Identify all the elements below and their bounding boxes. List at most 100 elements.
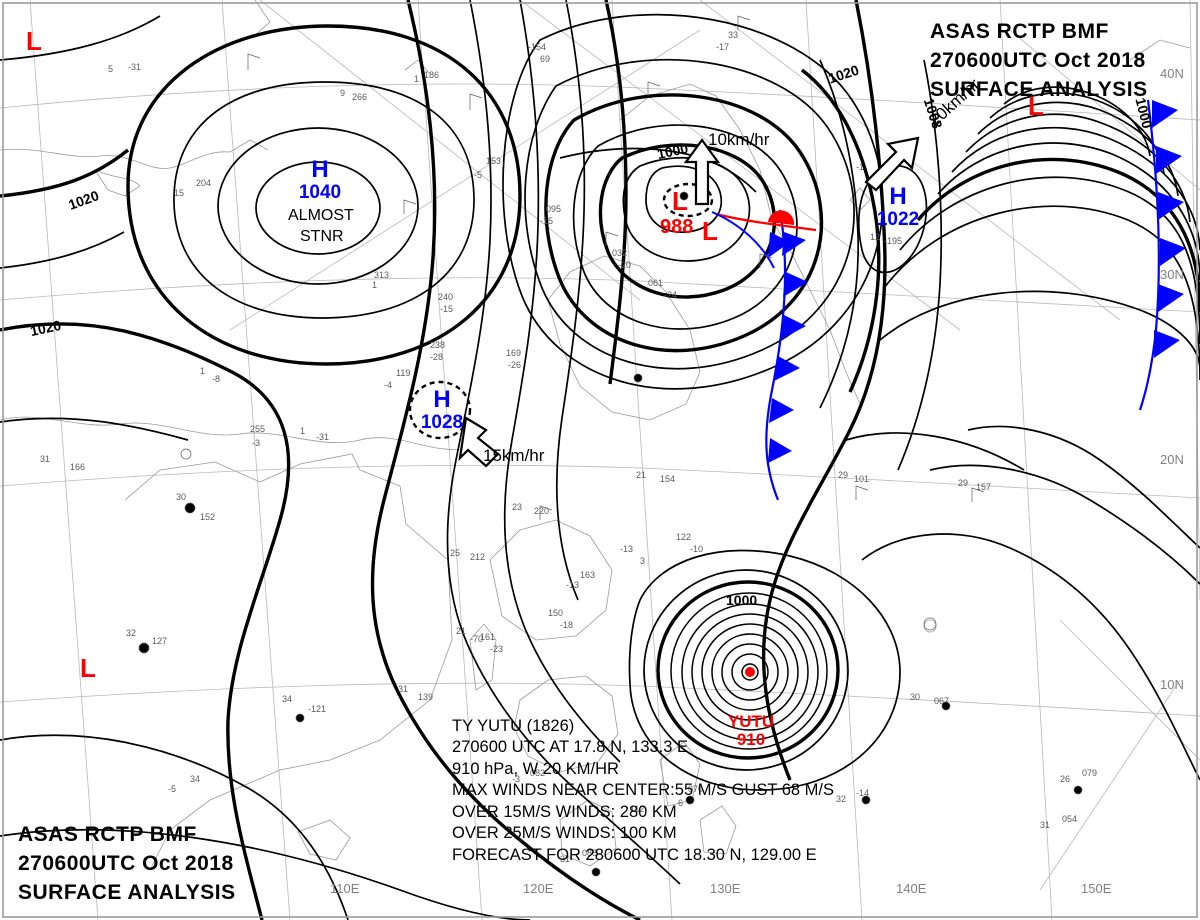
svg-text:-14: -14 [856, 788, 869, 798]
svg-text:1: 1 [414, 74, 419, 84]
svg-text:26: 26 [1060, 774, 1070, 784]
low-secondary-glyph: L [702, 216, 718, 246]
high-1040-glyph: H [311, 156, 329, 183]
high-1040-motion-line1: ALMOST [288, 207, 354, 224]
header-top-line1: ASAS RCTP BMF [930, 20, 1109, 43]
header-bottom-line3: SURFACE ANALYSIS [18, 881, 236, 904]
svg-text:255: 255 [250, 424, 265, 434]
svg-text:153: 153 [486, 156, 501, 166]
header-bottom-line1: ASAS RCTP BMF [18, 823, 197, 846]
svg-text:054: 054 [1062, 814, 1077, 824]
svg-text:5: 5 [108, 64, 113, 74]
svg-text:032: 032 [612, 248, 627, 258]
svg-text:32: 32 [126, 628, 136, 638]
typhoon-info-line-5: OVER 15M/S WINDS: 280 KM [452, 802, 677, 821]
svg-text:34: 34 [190, 774, 200, 784]
motion-arrow-1022 [864, 136, 920, 192]
svg-text:34: 34 [282, 694, 292, 704]
svg-text:29: 29 [838, 470, 848, 480]
motion-arrow-1028 [458, 416, 500, 468]
lon-label-140e: 140E [896, 881, 927, 896]
low-bottomleft-glyph: L [80, 653, 96, 683]
high-1040: H 1040 [290, 156, 350, 203]
svg-text:240: 240 [438, 292, 453, 302]
svg-text:-3: -3 [512, 774, 520, 784]
typhoon-center-pressure: 910 [736, 730, 766, 749]
cold-front-main [765, 209, 808, 501]
lon-label-150e: 150E [1081, 881, 1112, 896]
svg-text:29: 29 [958, 478, 968, 488]
svg-text:154: 154 [660, 474, 675, 484]
high-1040-motion-line2: STNR [300, 228, 344, 245]
svg-text:-10: -10 [690, 544, 703, 554]
svg-text:070: 070 [688, 784, 703, 794]
svg-text:082: 082 [530, 768, 545, 778]
cold-front-east [1138, 99, 1186, 411]
low-988-value: 988 [660, 216, 694, 238]
svg-text:122: 122 [676, 532, 691, 542]
header-bottom-line2: 270600UTC Oct 2018 [18, 852, 234, 875]
svg-text:31: 31 [1040, 820, 1050, 830]
high-1022-glyph: H [889, 183, 907, 210]
svg-text:-154: -154 [528, 42, 546, 52]
header-top-line2: 270600UTC Oct 2018 [930, 49, 1146, 72]
svg-text:1: 1 [300, 426, 305, 436]
svg-text:23: 23 [512, 502, 522, 512]
svg-text:25: 25 [450, 548, 460, 558]
svg-text:-13: -13 [566, 580, 579, 590]
svg-text:32: 32 [836, 794, 846, 804]
typhoon-info-line-4: MAX WINDS NEAR CENTER:55 M/S GUST 68 M/S [452, 781, 835, 800]
svg-text:088: 088 [582, 848, 597, 858]
motion-arrow-low-988 [683, 138, 721, 206]
svg-text:-18: -18 [560, 620, 573, 630]
svg-text:6: 6 [678, 798, 683, 808]
lon-label-110e: 110E [330, 881, 360, 896]
svg-text:21: 21 [636, 470, 646, 480]
high-1022-value: 1022 [876, 209, 920, 230]
svg-text:169: 169 [506, 348, 521, 358]
svg-text:-195: -195 [884, 236, 902, 246]
cold-front-barbs [768, 232, 808, 463]
svg-text:-15: -15 [440, 304, 453, 314]
svg-text:1: 1 [372, 280, 377, 290]
high-1040-value: 1040 [298, 182, 342, 203]
svg-text:-4: -4 [384, 380, 392, 390]
lon-label-130e: 130E [710, 881, 741, 896]
svg-text:266: 266 [352, 92, 367, 102]
typhoon-info-line-2: 270600 UTC AT 17.8 N, 133.3 E [452, 738, 689, 757]
svg-text:-20: -20 [618, 260, 631, 270]
header-top-line3: SURFACE ANALYSIS [930, 78, 1148, 101]
typhoon-center-dot [745, 667, 755, 677]
svg-text:079: 079 [1082, 768, 1097, 778]
low-topleft-glyph: L [26, 26, 42, 56]
typhoon-info-line-1: TY YUTU (1826) [452, 717, 575, 735]
svg-text:212: 212 [470, 552, 485, 562]
svg-text:-70: -70 [470, 634, 483, 644]
svg-text:101: 101 [854, 474, 869, 484]
svg-text:69: 69 [540, 54, 550, 64]
typhoon-info-line-6: OVER 25M/S WINDS: 100 KM [452, 824, 677, 843]
lat-label-20n: 20N [1160, 452, 1184, 467]
svg-text:-5: -5 [474, 170, 482, 180]
high-1028-glyph: H [433, 386, 451, 413]
svg-text:1: 1 [200, 366, 205, 376]
svg-text:12: 12 [870, 232, 880, 242]
high-1028-speed: 15km/hr [483, 446, 545, 465]
coastlines [0, 0, 1191, 871]
svg-text:15: 15 [174, 188, 184, 198]
svg-text:163: 163 [580, 570, 595, 580]
svg-text:33: 33 [728, 30, 738, 40]
lon-label-120e: 120E [523, 881, 554, 896]
svg-text:127: 127 [152, 636, 167, 646]
svg-text:-15: -15 [540, 216, 553, 226]
svg-text:30: 30 [910, 692, 920, 702]
isobar-label-1000-typhoon: 1000 [726, 592, 758, 608]
svg-text:119: 119 [396, 368, 410, 378]
svg-text:152: 152 [200, 512, 215, 522]
svg-text:-121: -121 [308, 704, 326, 714]
svg-text:31: 31 [40, 454, 50, 464]
svg-text:238: 238 [430, 340, 445, 350]
